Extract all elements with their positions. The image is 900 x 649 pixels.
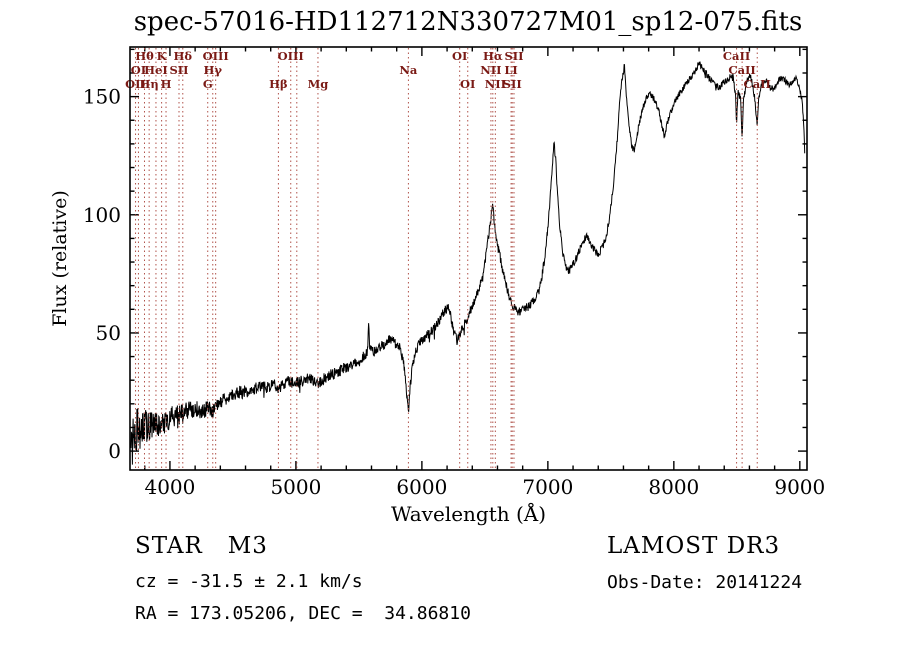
svg-text:7000: 7000 — [522, 475, 573, 499]
svg-text:8000: 8000 — [648, 475, 699, 499]
svg-text:Mg: Mg — [308, 77, 329, 91]
svg-text:0: 0 — [108, 439, 121, 463]
svg-text:OIII: OIII — [278, 49, 304, 63]
x-axis-label: Wavelength (Å) — [391, 501, 546, 526]
svg-text:Flux (relative): Flux (relative) — [49, 190, 71, 327]
svg-text:9000: 9000 — [774, 475, 825, 499]
svg-text:OI: OI — [131, 63, 146, 77]
svg-text:Hθ: Hθ — [135, 49, 154, 63]
svg-text:Hη: Hη — [140, 77, 159, 91]
svg-text:4000: 4000 — [144, 475, 195, 499]
svg-text:OI: OI — [460, 77, 475, 91]
svg-text:Hγ: Hγ — [204, 63, 223, 77]
svg-text:SII: SII — [504, 49, 523, 63]
svg-text:NII: NII — [480, 63, 501, 77]
radial-velocity-label: cz = -31.5 ± 2.1 km/s — [135, 571, 363, 592]
svg-text:NII: NII — [485, 77, 506, 91]
svg-text:OI: OI — [452, 49, 467, 63]
spectral-line-markers — [135, 48, 758, 469]
svg-text:OIII: OIII — [203, 49, 229, 63]
y-axis-label: Flux (relative) — [49, 190, 71, 327]
svg-text:G: G — [203, 77, 213, 91]
svg-text:LI: LI — [504, 63, 517, 77]
axis-ticks — [130, 47, 807, 470]
svg-text:Na: Na — [399, 63, 418, 77]
svg-text:K: K — [157, 49, 168, 63]
plot-title: spec-57016-HD112712N330727M01_sp12-075.f… — [133, 7, 803, 37]
svg-text:HeI: HeI — [144, 63, 168, 77]
obs-date-label: Obs-Date: 20141224 — [607, 572, 803, 593]
survey-label: LAMOST DR3 — [607, 533, 781, 559]
svg-text:CaII: CaII — [744, 77, 771, 91]
svg-text:5000: 5000 — [270, 475, 321, 499]
svg-text:SII: SII — [503, 77, 522, 91]
svg-text:Hδ: Hδ — [174, 49, 193, 63]
svg-text:CaII: CaII — [723, 49, 750, 63]
tick-labels: 4000 5000 6000 7000 8000 9000 0 50 100 150 — [83, 85, 825, 499]
svg-text:100: 100 — [83, 203, 121, 227]
spectral-line-labels: OIIOIHθHηHeIKHSIIHδGHγOIIIHβOIIIMgNaOIOI… — [125, 49, 771, 91]
svg-text:6000: 6000 — [396, 475, 447, 499]
svg-text:Hα: Hα — [483, 49, 503, 63]
svg-text:CaII: CaII — [728, 63, 755, 77]
plot-frame — [129, 46, 808, 471]
svg-text:Hβ: Hβ — [269, 77, 288, 91]
svg-text:H: H — [161, 77, 172, 91]
svg-text:50: 50 — [96, 321, 121, 345]
ra-dec-label: RA = 173.05206, DEC = 34.86810 — [135, 603, 471, 624]
object-class-label: STAR M3 — [135, 533, 268, 559]
svg-text:Wavelength (Å): Wavelength (Å) — [391, 501, 546, 526]
svg-text:150: 150 — [83, 85, 121, 109]
svg-text:SII: SII — [169, 63, 188, 77]
